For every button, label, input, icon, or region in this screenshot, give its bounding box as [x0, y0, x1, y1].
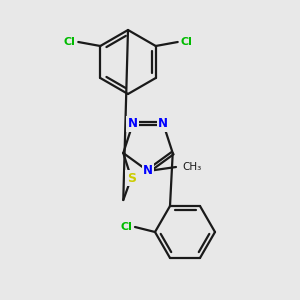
Text: S: S	[127, 172, 136, 184]
Text: Cl: Cl	[120, 222, 132, 232]
Text: N: N	[143, 164, 153, 178]
Text: N: N	[158, 118, 168, 130]
Text: CH₃: CH₃	[182, 162, 201, 172]
Text: Cl: Cl	[63, 37, 75, 47]
Text: Cl: Cl	[181, 37, 193, 47]
Text: N: N	[128, 118, 138, 130]
